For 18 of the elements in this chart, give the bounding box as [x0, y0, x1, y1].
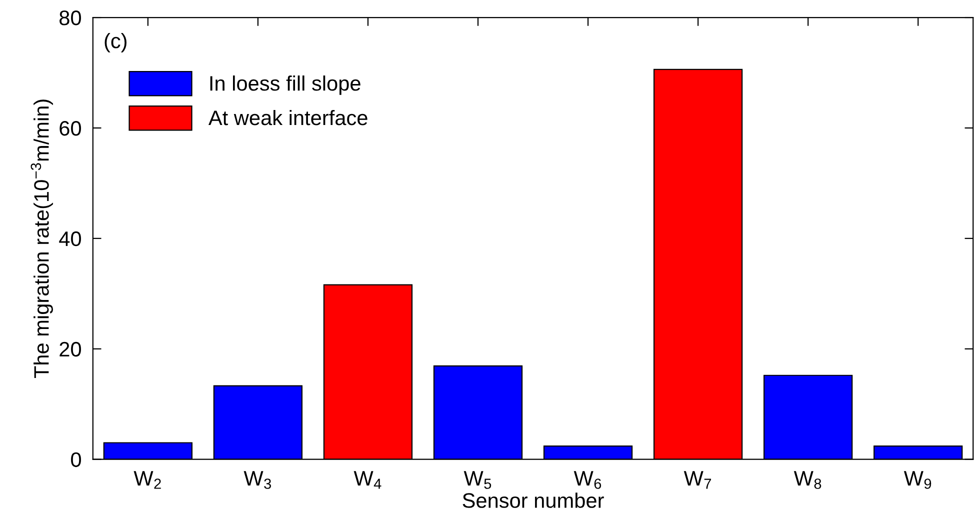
- x-tick-label: W$_{7}$: [684, 471, 712, 489]
- x-tick-label: W$_{9}$: [904, 471, 932, 489]
- x-tick-label: W$_{4}$: [354, 471, 382, 489]
- x-tick-label: W$_{5}$: [464, 471, 492, 489]
- y-tick-label: 60: [60, 120, 81, 136]
- x-tick-label: W$_{8}$: [794, 471, 822, 489]
- y-tick-label: 20: [60, 342, 81, 357]
- x-axis-title: Sensor number: [462, 492, 604, 508]
- x-tick-label: W$_{3}$: [244, 471, 271, 489]
- y-tick-label: 40: [59, 231, 81, 246]
- annotation: (c): [104, 32, 126, 52]
- legend-label: In loess fill slope: [210, 75, 360, 95]
- x-tick-label: W$_{6}$: [574, 471, 602, 489]
- y-tick-label: 80: [60, 10, 81, 26]
- legend-label: At weak interface: [208, 110, 368, 126]
- y-axis-title: The migration rate(10$^{−3}$m/min): [30, 100, 53, 378]
- x-tick-label: W$_{2}$: [134, 471, 161, 489]
- y-tick-label: 0: [71, 452, 81, 468]
